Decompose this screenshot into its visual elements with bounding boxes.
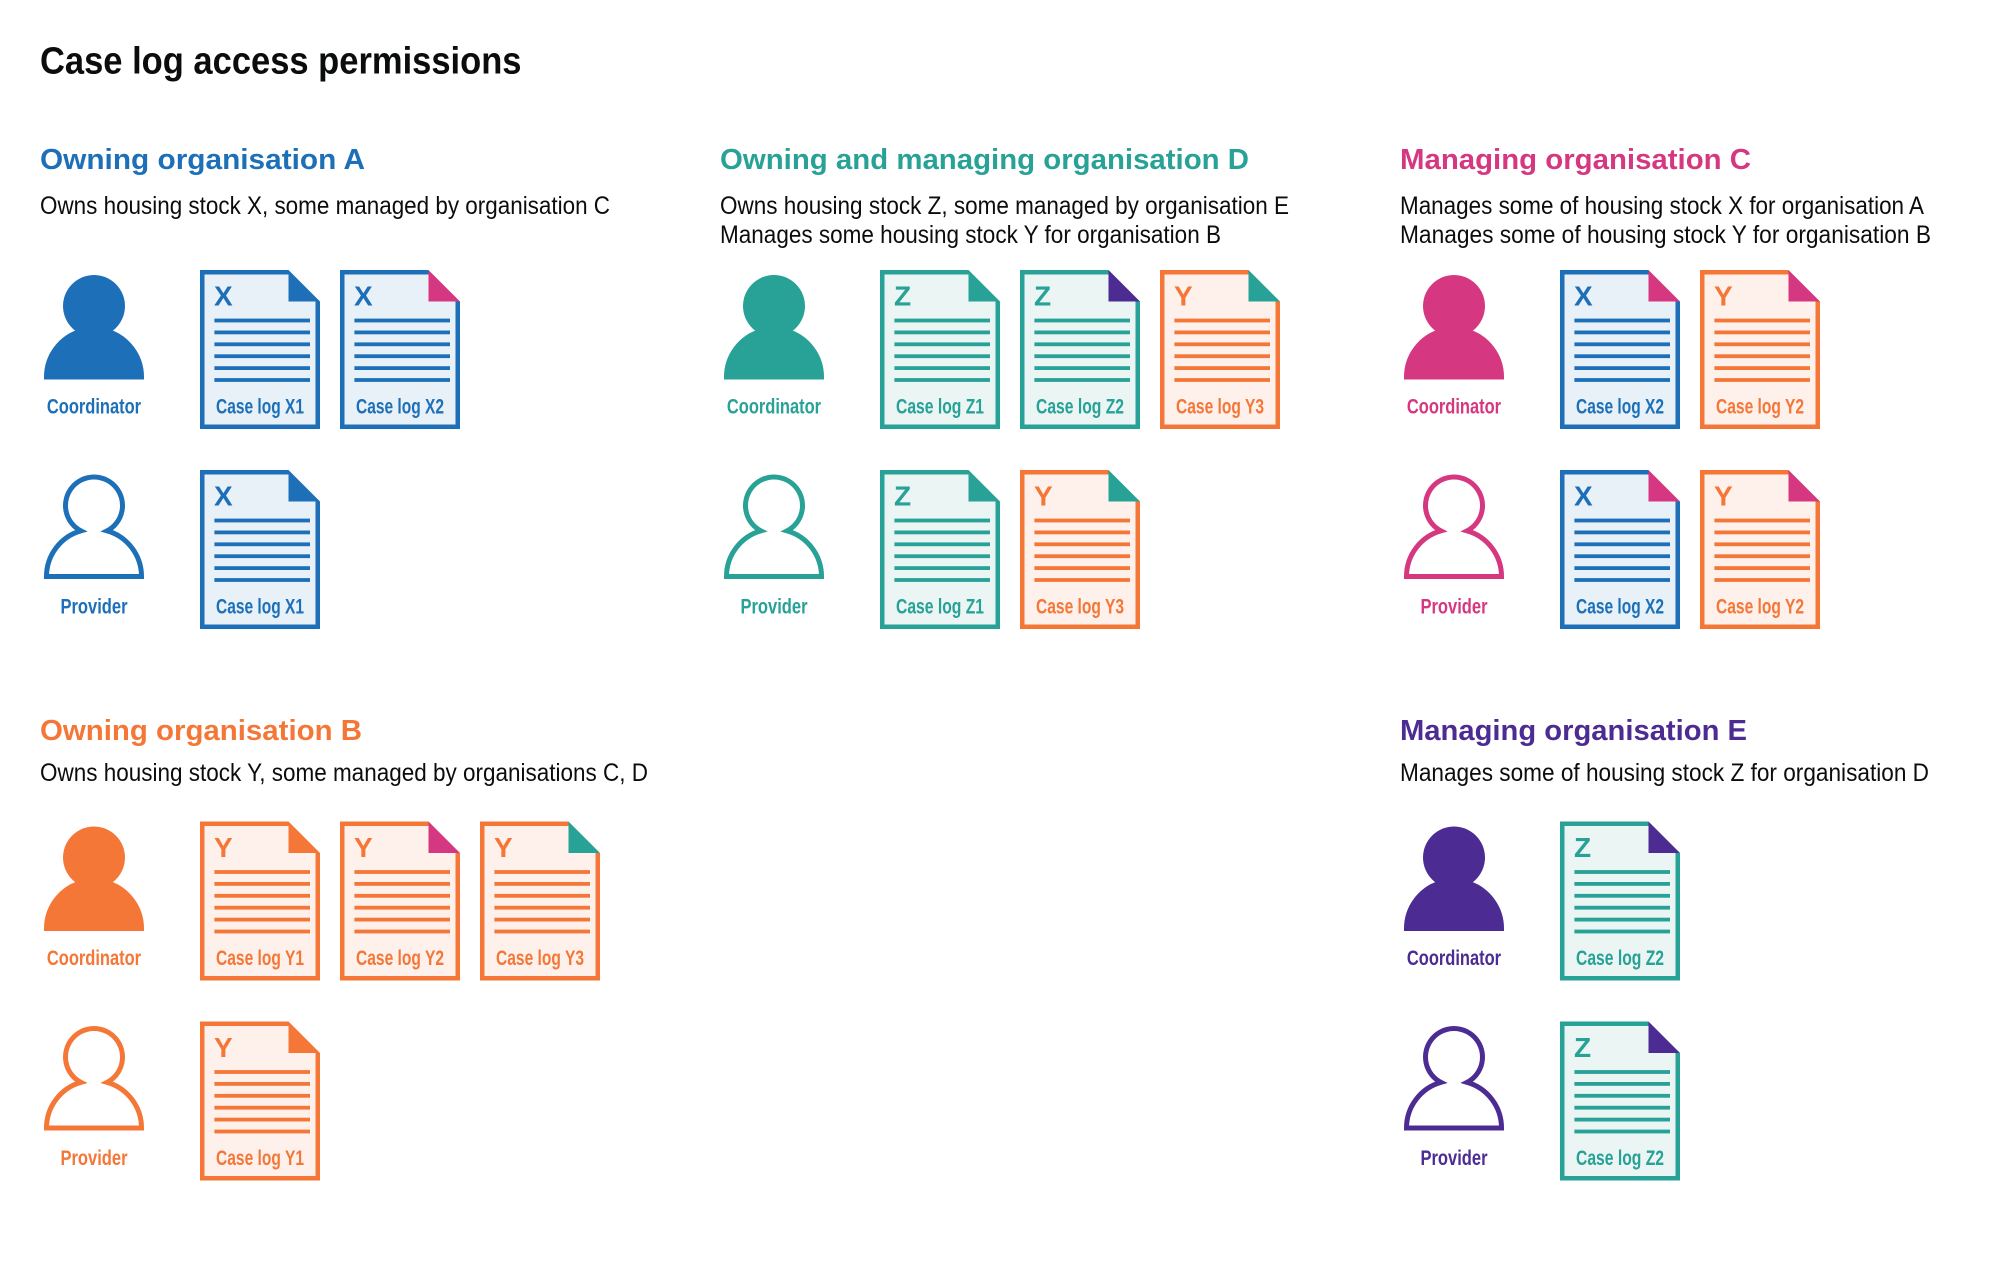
svg-text:Case log X1: Case log X1: [216, 396, 304, 419]
svg-text:Case log Z1: Case log Z1: [896, 396, 984, 419]
svg-text:Case log Z2: Case log Z2: [1036, 396, 1124, 419]
svg-text:Case log X1: Case log X1: [216, 596, 304, 619]
svg-text:Owns housing stock X, some man: Owns housing stock X, some managed by or…: [40, 192, 610, 220]
svg-text:Coordinator: Coordinator: [47, 395, 141, 418]
svg-text:Provider: Provider: [740, 595, 807, 618]
svg-text:Y: Y: [494, 832, 513, 863]
svg-text:Manages some of housing stock: Manages some of housing stock X for orga…: [1400, 192, 1924, 220]
svg-text:Coordinator: Coordinator: [1407, 395, 1501, 418]
svg-text:X: X: [1574, 481, 1593, 512]
svg-text:Case log Y3: Case log Y3: [1036, 596, 1124, 619]
svg-text:Y: Y: [1034, 481, 1053, 512]
svg-text:Owns housing stock Y, some man: Owns housing stock Y, some managed by or…: [40, 759, 648, 787]
svg-text:X: X: [214, 281, 233, 312]
svg-text:Case log Z2: Case log Z2: [1576, 947, 1664, 970]
svg-text:Case log Y1: Case log Y1: [216, 947, 304, 970]
svg-text:Case log Z2: Case log Z2: [1576, 1147, 1664, 1170]
svg-text:Y: Y: [214, 832, 233, 863]
svg-text:Case log access permissions: Case log access permissions: [40, 41, 522, 83]
svg-text:Coordinator: Coordinator: [1407, 947, 1501, 970]
svg-text:Provider: Provider: [60, 595, 127, 618]
svg-text:Y: Y: [1174, 281, 1193, 312]
svg-text:Case log Y3: Case log Y3: [1176, 396, 1264, 419]
svg-text:Coordinator: Coordinator: [727, 395, 821, 418]
svg-text:Case log X2: Case log X2: [356, 396, 444, 419]
svg-text:Manages some of housing stock: Manages some of housing stock Z for orga…: [1400, 759, 1929, 787]
svg-text:Z: Z: [1034, 281, 1051, 312]
svg-text:Z: Z: [894, 481, 911, 512]
svg-text:Z: Z: [894, 281, 911, 312]
svg-text:X: X: [354, 281, 373, 312]
svg-text:Owns housing stock Z, some man: Owns housing stock Z, some managed by or…: [720, 192, 1289, 220]
svg-text:Provider: Provider: [1420, 595, 1487, 618]
svg-text:Case log Y3: Case log Y3: [496, 947, 584, 970]
svg-text:Managing organisation C: Managing organisation C: [1400, 144, 1751, 176]
svg-text:X: X: [214, 481, 233, 512]
svg-text:Manages some housing stock Y f: Manages some housing stock Y for organis…: [720, 221, 1221, 249]
svg-text:Y: Y: [354, 832, 373, 863]
svg-text:X: X: [1574, 281, 1593, 312]
svg-text:Y: Y: [1714, 281, 1733, 312]
svg-text:Z: Z: [1574, 832, 1591, 863]
svg-text:Provider: Provider: [1420, 1147, 1487, 1170]
svg-text:Case log X2: Case log X2: [1576, 596, 1664, 619]
svg-text:Case log Z1: Case log Z1: [896, 596, 984, 619]
svg-text:Owning organisation B: Owning organisation B: [40, 715, 362, 747]
svg-text:Managing organisation E: Managing organisation E: [1400, 715, 1747, 747]
svg-text:Case log Y2: Case log Y2: [1716, 396, 1804, 419]
svg-text:Z: Z: [1574, 1032, 1591, 1063]
svg-text:Case log X2: Case log X2: [1576, 396, 1664, 419]
svg-text:Manages some of housing stock: Manages some of housing stock Y for orga…: [1400, 221, 1931, 249]
svg-text:Case log Y2: Case log Y2: [356, 947, 444, 970]
svg-text:Case log Y1: Case log Y1: [216, 1147, 304, 1170]
svg-text:Case log Y2: Case log Y2: [1716, 596, 1804, 619]
svg-text:Y: Y: [1714, 481, 1733, 512]
svg-text:Y: Y: [214, 1032, 233, 1063]
svg-text:Owning and managing organisati: Owning and managing organisation D: [720, 144, 1249, 176]
svg-text:Owning organisation A: Owning organisation A: [40, 144, 365, 176]
svg-text:Coordinator: Coordinator: [47, 947, 141, 970]
svg-text:Provider: Provider: [60, 1147, 127, 1170]
